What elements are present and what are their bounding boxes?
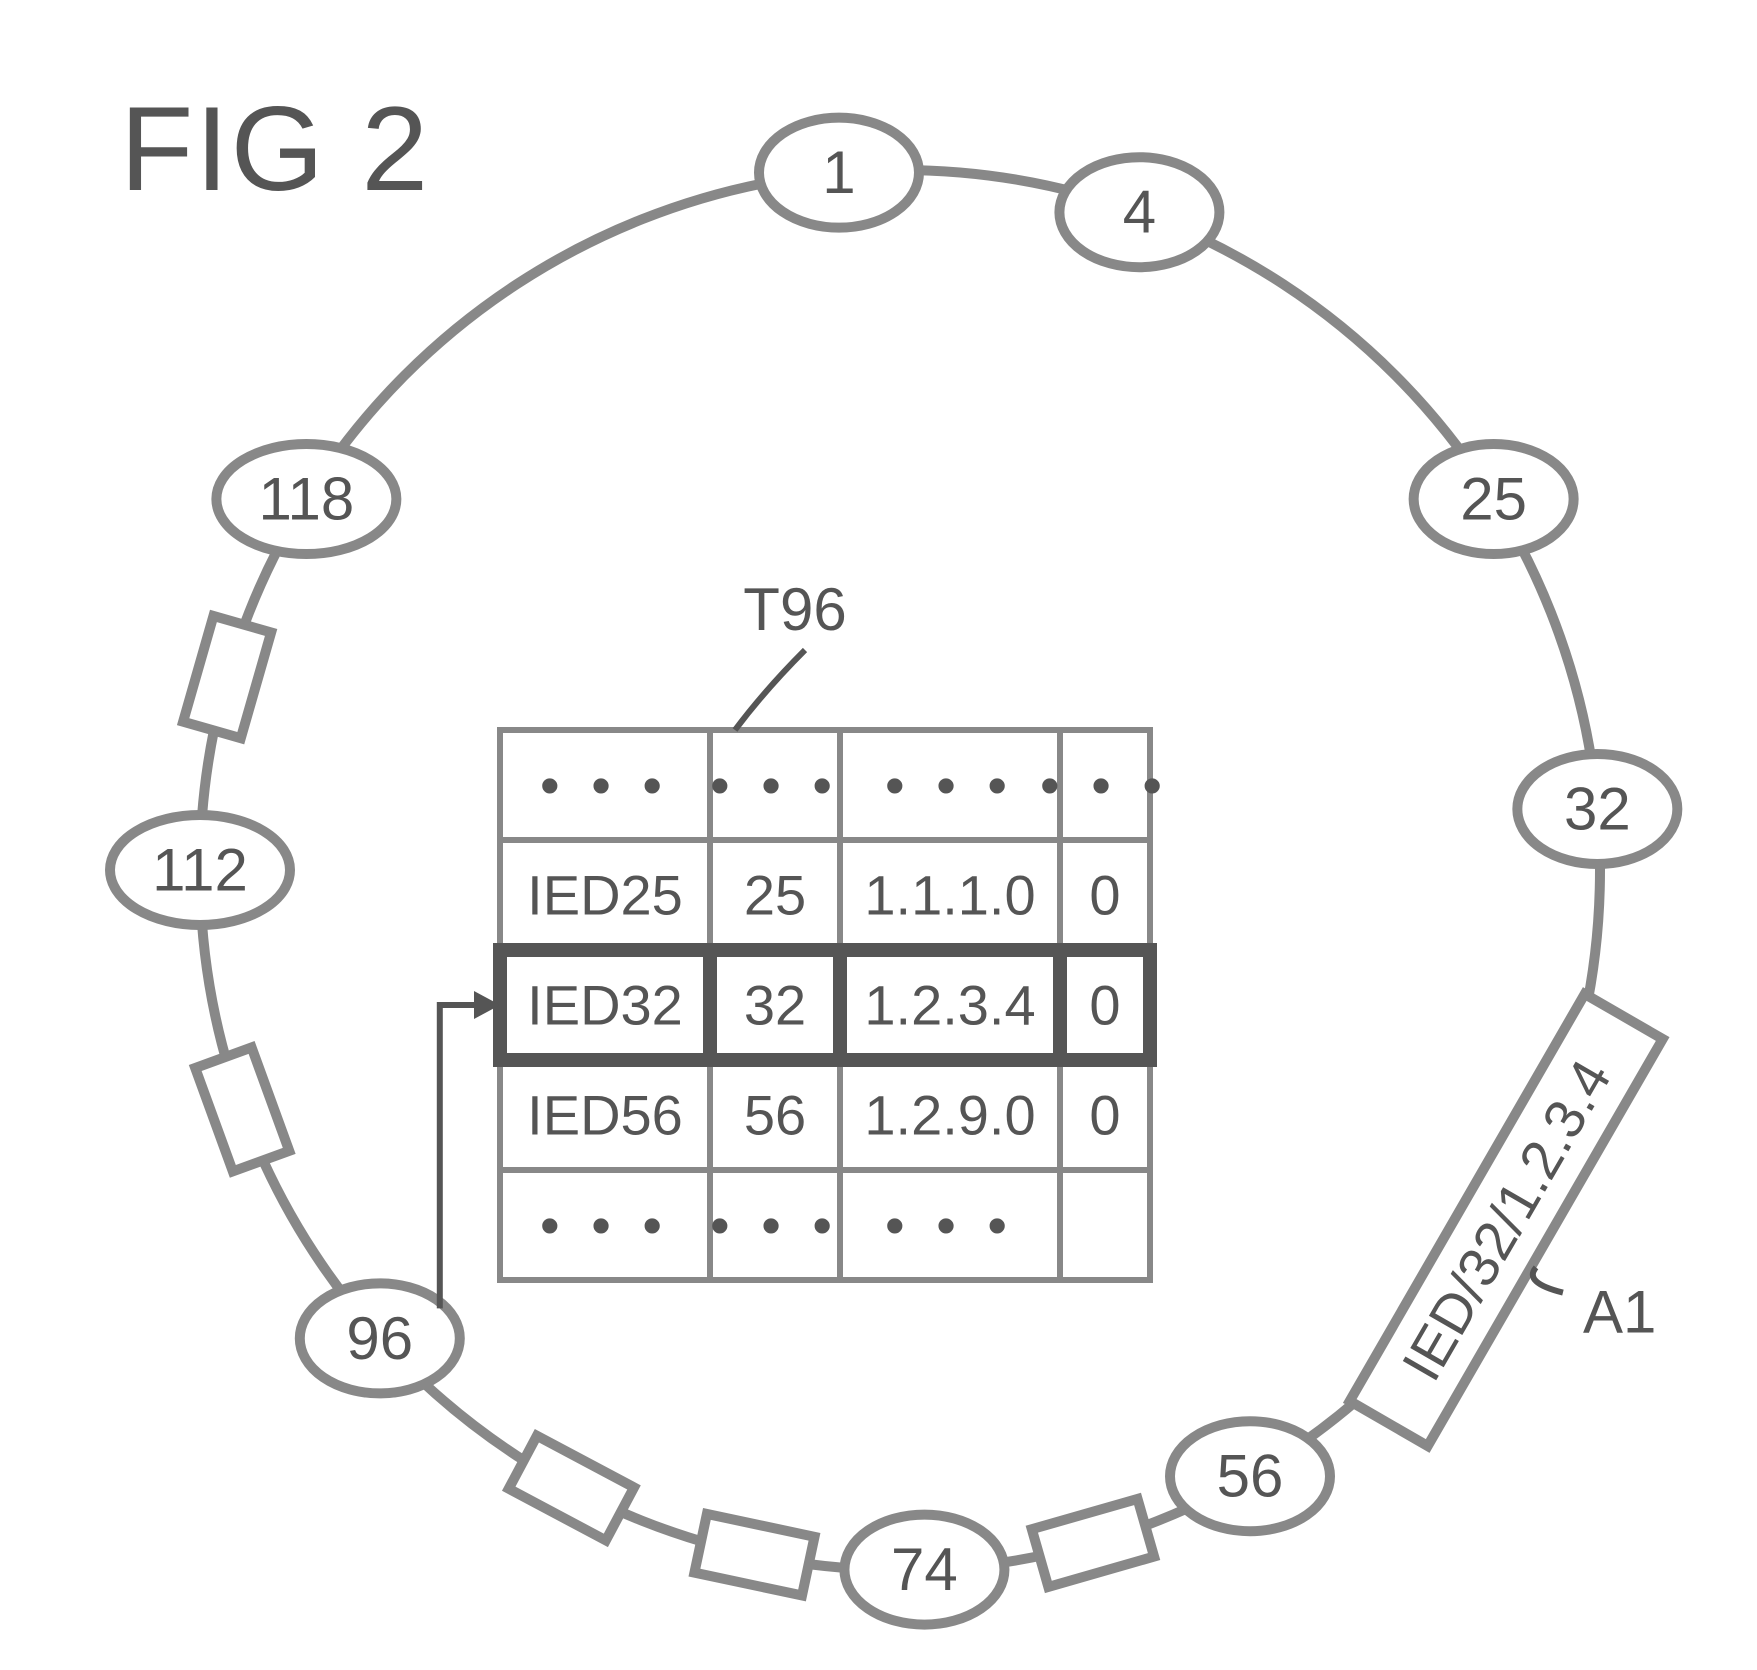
table-cell: • • • bbox=[540, 754, 670, 817]
table-cell: 1.1.1.0 bbox=[864, 864, 1035, 927]
ring-node-label: 1 bbox=[822, 139, 855, 206]
ring-node-74: 74 bbox=[844, 1515, 1004, 1625]
ring-rect-node bbox=[183, 616, 271, 738]
ring-rect-node bbox=[195, 1047, 289, 1171]
ring-node-118: 118 bbox=[216, 444, 396, 554]
a1-annotation: A1 bbox=[1583, 1279, 1656, 1346]
ring-node-1: 1 bbox=[759, 118, 919, 228]
ring-node-label: 32 bbox=[1564, 775, 1631, 842]
ring-node-label: 118 bbox=[259, 466, 355, 533]
table-cell: • • • bbox=[1040, 754, 1170, 817]
ring-node-label: 96 bbox=[346, 1305, 413, 1372]
table-cell: 1.2.3.4 bbox=[864, 974, 1035, 1037]
table-cell: 32 bbox=[744, 974, 806, 1037]
ring-node-25: 25 bbox=[1414, 444, 1574, 554]
table-cell: • • • bbox=[710, 754, 840, 817]
table-cell: 0 bbox=[1089, 1084, 1120, 1147]
ring-rect-node bbox=[509, 1436, 634, 1541]
ring-node-label: 112 bbox=[152, 837, 248, 904]
table-label-pointer bbox=[735, 650, 805, 730]
table-cell: • • • bbox=[540, 1194, 670, 1257]
table-cell: 56 bbox=[744, 1084, 806, 1147]
ring-node-label: 56 bbox=[1217, 1443, 1284, 1510]
lookup-table: • • • • • • • • • • • • IED25 25 1.1.1.0 0 IED32… bbox=[500, 730, 1170, 1280]
table-cell: IED25 bbox=[527, 864, 683, 927]
table-cell: 25 bbox=[744, 864, 806, 927]
ring-node-label: 4 bbox=[1123, 179, 1156, 246]
figure-label: FIG 2 bbox=[120, 82, 430, 216]
table-cell: 0 bbox=[1089, 864, 1120, 927]
ring-node-label: 25 bbox=[1460, 466, 1527, 533]
ring-node-32: 32 bbox=[1517, 754, 1677, 864]
table-cell: 1.2.9.0 bbox=[864, 1084, 1035, 1147]
ring-node-4: 4 bbox=[1059, 157, 1219, 267]
ring-rect-node bbox=[694, 1514, 814, 1596]
ring-node-96: 96 bbox=[300, 1283, 460, 1393]
table-cell: 0 bbox=[1089, 974, 1120, 1037]
table-cell: IED32 bbox=[527, 974, 683, 1037]
lookup-arrow bbox=[440, 1005, 486, 1308]
table-label: T96 bbox=[743, 576, 846, 643]
a1-pointer bbox=[1533, 1267, 1563, 1292]
ring-rect-node bbox=[1032, 1499, 1154, 1587]
ring-node-112: 112 bbox=[110, 815, 290, 925]
ring-node-label: 74 bbox=[891, 1536, 958, 1603]
table-cell: • • • bbox=[885, 1194, 1015, 1257]
labeled-rect-a1: IED/32/1.2.3.4 bbox=[1350, 994, 1663, 1446]
ring-node-56: 56 bbox=[1170, 1421, 1330, 1531]
table-cell: • • • bbox=[710, 1194, 840, 1257]
table-cell: • • • bbox=[885, 754, 1015, 817]
table-cell: IED56 bbox=[527, 1084, 683, 1147]
figure-canvas: FIG 2 IED/32/1.2.3.4A1 1 4 25 32 56 74 96 112 118 •… bbox=[0, 0, 1757, 1670]
